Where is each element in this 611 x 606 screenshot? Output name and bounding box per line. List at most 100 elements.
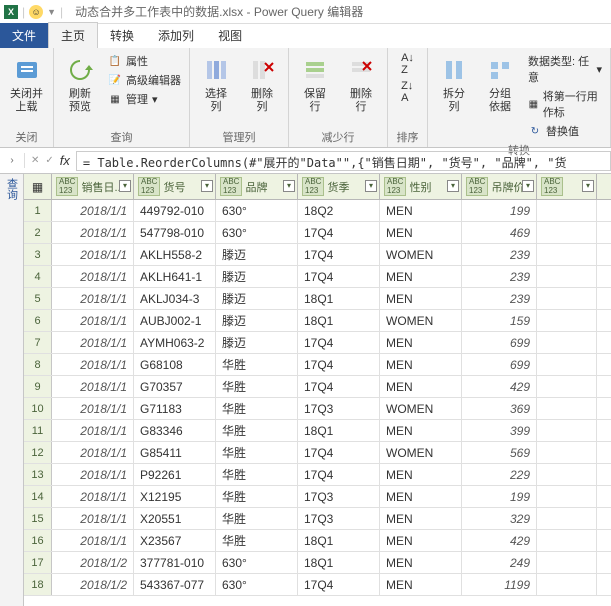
cell[interactable]: 199 (462, 200, 537, 221)
cell[interactable]: MEN (380, 376, 462, 397)
cell[interactable]: G68108 (134, 354, 216, 375)
remove-columns-button[interactable]: 删除 列 (242, 52, 282, 116)
table-row[interactable]: 102018/1/1G71183华胜17Q3WOMEN369 (24, 398, 611, 420)
cell[interactable]: 18Q1 (298, 530, 380, 551)
row-number[interactable]: 18 (24, 574, 52, 595)
formula-input[interactable]: = Table.ReorderColumns(#"展开的"Data"",{"销售… (76, 151, 611, 171)
cell[interactable]: 18Q2 (298, 200, 380, 221)
cell[interactable]: X23567 (134, 530, 216, 551)
type-icon[interactable]: ABC123 (541, 177, 563, 197)
cell[interactable]: MEN (380, 200, 462, 221)
cell[interactable]: AUBJ002-1 (134, 310, 216, 331)
table-row[interactable]: 182018/1/2543367-077630°17Q4MEN1199 (24, 574, 611, 596)
sort-desc-button[interactable]: Z↓A (401, 80, 413, 104)
cell[interactable]: 2018/1/1 (52, 398, 134, 419)
use-first-row-button[interactable]: ▦将第一行用作标 (526, 87, 604, 121)
filter-dropdown-icon[interactable]: ▾ (201, 180, 213, 192)
table-row[interactable]: 162018/1/1X23567华胜18Q1MEN429 (24, 530, 611, 552)
table-row[interactable]: 62018/1/1AUBJ002-1滕迈18Q1WOMEN159 (24, 310, 611, 332)
cell[interactable]: 华胜 (216, 464, 298, 485)
row-number[interactable]: 9 (24, 376, 52, 397)
select-all-corner[interactable]: ▦ (24, 174, 52, 199)
cell[interactable]: G85411 (134, 442, 216, 463)
cell[interactable]: 17Q4 (298, 376, 380, 397)
cell[interactable]: 630° (216, 574, 298, 595)
cell[interactable]: 2018/1/1 (52, 420, 134, 441)
cell[interactable]: 239 (462, 266, 537, 287)
cell[interactable]: AKLH641-1 (134, 266, 216, 287)
filter-dropdown-icon[interactable]: ▾ (119, 180, 131, 192)
row-number[interactable]: 11 (24, 420, 52, 441)
type-icon[interactable]: ABC123 (302, 177, 324, 197)
row-number[interactable]: 14 (24, 486, 52, 507)
cell[interactable]: P92261 (134, 464, 216, 485)
cell[interactable] (537, 530, 597, 551)
cell[interactable]: 2018/1/1 (52, 530, 134, 551)
cell[interactable]: 滕迈 (216, 288, 298, 309)
table-row[interactable]: 112018/1/1G83346华胜18Q1MEN399 (24, 420, 611, 442)
column-header[interactable]: ABC123销售日...▾ (52, 174, 134, 199)
cell[interactable]: X20551 (134, 508, 216, 529)
tab-addcol[interactable]: 添加列 (146, 23, 206, 48)
cell[interactable] (537, 442, 597, 463)
cell[interactable]: 2018/1/1 (52, 376, 134, 397)
column-header[interactable]: ABC123品牌▾ (216, 174, 298, 199)
cell[interactable]: 2018/1/1 (52, 310, 134, 331)
type-icon[interactable]: ABC123 (138, 177, 160, 197)
cell[interactable]: MEN (380, 486, 462, 507)
cell[interactable]: 239 (462, 244, 537, 265)
qat-dropdown[interactable]: ▼ (47, 7, 56, 17)
cell[interactable]: 239 (462, 288, 537, 309)
cell[interactable]: 2018/1/1 (52, 442, 134, 463)
cell[interactable]: 2018/1/1 (52, 508, 134, 529)
cell[interactable]: 华胜 (216, 398, 298, 419)
cell[interactable] (537, 266, 597, 287)
cell[interactable]: WOMEN (380, 398, 462, 419)
cell[interactable]: 429 (462, 376, 537, 397)
cell[interactable]: 华胜 (216, 508, 298, 529)
cell[interactable]: 17Q4 (298, 244, 380, 265)
cell[interactable]: 17Q4 (298, 464, 380, 485)
close-load-button[interactable]: 关闭并 上载 (6, 52, 47, 116)
cell[interactable]: 华胜 (216, 530, 298, 551)
cell[interactable]: G71183 (134, 398, 216, 419)
split-column-button[interactable]: 拆分 列 (434, 52, 474, 116)
cell[interactable]: 569 (462, 442, 537, 463)
cell[interactable] (537, 310, 597, 331)
tab-view[interactable]: 视图 (206, 23, 254, 48)
cell[interactable]: MEN (380, 288, 462, 309)
table-row[interactable]: 52018/1/1AKLJ034-3滕迈18Q1MEN239 (24, 288, 611, 310)
cell[interactable]: 2018/1/1 (52, 464, 134, 485)
cell[interactable] (537, 222, 597, 243)
column-header[interactable]: ABC123性别▾ (380, 174, 462, 199)
cell[interactable]: MEN (380, 552, 462, 573)
row-number[interactable]: 4 (24, 266, 52, 287)
cell[interactable]: 699 (462, 332, 537, 353)
cell[interactable]: 17Q3 (298, 508, 380, 529)
cell[interactable]: 249 (462, 552, 537, 573)
cell[interactable]: 17Q4 (298, 574, 380, 595)
cell[interactable]: WOMEN (380, 442, 462, 463)
cell[interactable]: MEN (380, 574, 462, 595)
cell[interactable]: 1199 (462, 574, 537, 595)
cell[interactable] (537, 288, 597, 309)
table-row[interactable]: 72018/1/1AYMH063-2滕迈17Q4MEN699 (24, 332, 611, 354)
cell[interactable]: 华胜 (216, 420, 298, 441)
cell[interactable]: MEN (380, 266, 462, 287)
table-row[interactable]: 132018/1/1P92261华胜17Q4MEN229 (24, 464, 611, 486)
manage-button[interactable]: ▦管理 ▾ (106, 90, 183, 108)
tab-file[interactable]: 文件 (0, 23, 48, 48)
cell[interactable] (537, 420, 597, 441)
cell[interactable]: AYMH063-2 (134, 332, 216, 353)
cell[interactable]: MEN (380, 464, 462, 485)
cell[interactable]: 2018/1/1 (52, 222, 134, 243)
cell[interactable]: 159 (462, 310, 537, 331)
table-row[interactable]: 92018/1/1G70357华胜17Q4MEN429 (24, 376, 611, 398)
row-number[interactable]: 10 (24, 398, 52, 419)
row-number[interactable]: 1 (24, 200, 52, 221)
type-icon[interactable]: ABC123 (384, 177, 406, 197)
cell[interactable] (537, 508, 597, 529)
cell[interactable]: MEN (380, 354, 462, 375)
row-number[interactable]: 5 (24, 288, 52, 309)
properties-button[interactable]: 📋属性 (106, 52, 183, 70)
